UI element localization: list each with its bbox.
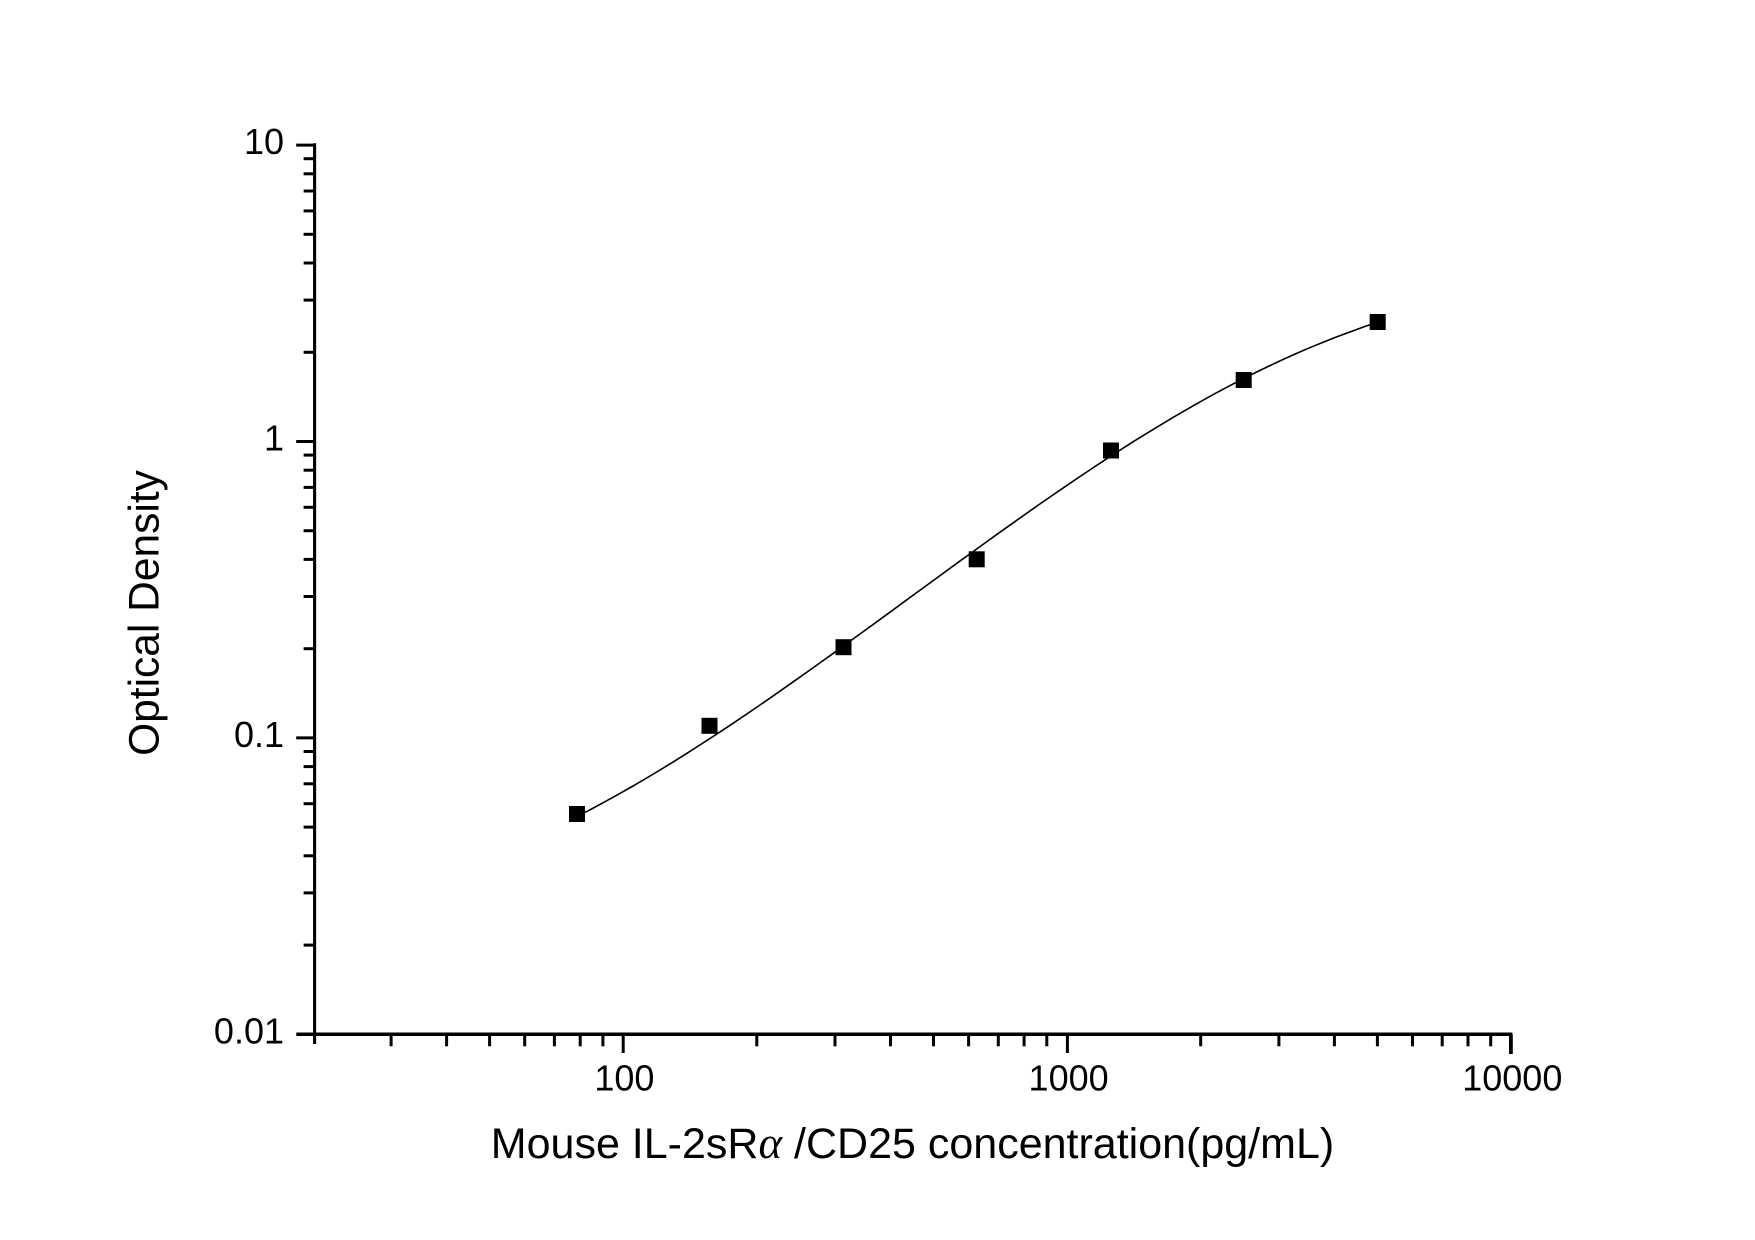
svg-text:10000: 10000 [1462, 1058, 1562, 1099]
svg-text:100: 100 [594, 1058, 654, 1099]
svg-text:0.1: 0.1 [234, 714, 284, 755]
svg-text:Mouse IL-2sRα /CD25 concentrat: Mouse IL-2sRα /CD25 concentration(pg/mL) [491, 1118, 1334, 1168]
svg-text:Optical Density: Optical Density [121, 469, 168, 756]
svg-text:0.01: 0.01 [214, 1010, 284, 1051]
svg-text:1000: 1000 [1029, 1058, 1109, 1099]
svg-text:1: 1 [264, 418, 284, 459]
svg-text:10: 10 [244, 121, 284, 162]
